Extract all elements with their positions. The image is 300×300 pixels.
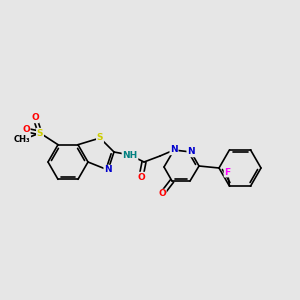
Text: CH₃: CH₃ (14, 136, 30, 145)
Text: NH: NH (122, 151, 138, 160)
Text: S: S (97, 134, 103, 142)
Text: O: O (31, 113, 39, 122)
Text: F: F (224, 168, 231, 177)
Text: N: N (104, 166, 112, 175)
Text: O: O (22, 125, 30, 134)
Text: N: N (170, 146, 178, 154)
Text: N: N (187, 148, 195, 157)
Text: O: O (158, 190, 166, 199)
Text: O: O (137, 172, 145, 182)
Text: S: S (37, 128, 43, 137)
